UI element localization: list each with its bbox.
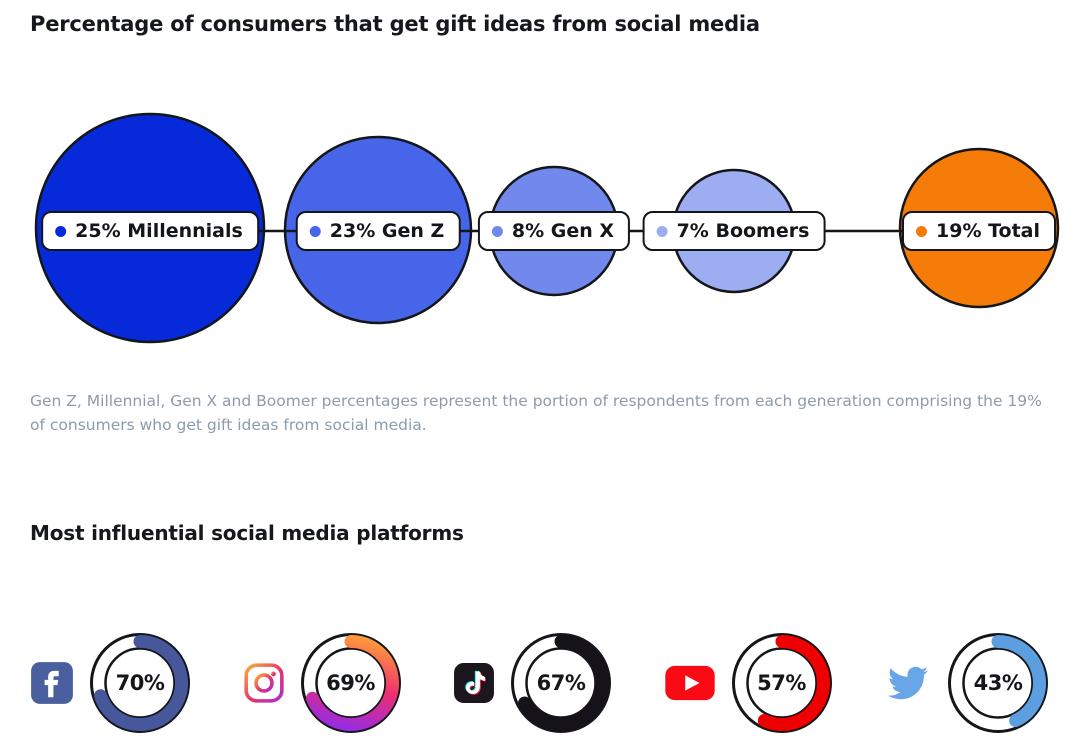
bubble-label-text: 7% Boomers xyxy=(676,220,810,242)
millennials-dot-icon xyxy=(55,225,67,237)
bubble-label-gen-x: 8% Gen X xyxy=(477,211,631,251)
youtube-percent-value: 57% xyxy=(757,671,806,695)
gen-z-dot-icon xyxy=(309,225,321,237)
tiktok-icon xyxy=(453,662,495,704)
gen-x-dot-icon xyxy=(491,225,503,237)
bubble-label-text: 8% Gen X xyxy=(511,220,615,242)
twitter-icon xyxy=(884,663,932,703)
bubble-label-millennials: 25% Millennials xyxy=(41,211,259,251)
platform-youtube: 57% xyxy=(664,631,834,735)
youtube-donut-chart: 57% xyxy=(730,631,834,735)
facebook-icon xyxy=(30,661,74,705)
instagram-icon xyxy=(243,662,285,704)
tiktok-percent-value: 67% xyxy=(536,671,586,695)
youtube-icon xyxy=(664,664,716,702)
platforms-chart-title: Most influential social media platforms xyxy=(30,521,464,545)
platform-twitter: 43% xyxy=(884,631,1050,735)
bubble-label-text: 23% Gen Z xyxy=(329,220,445,242)
bubble-label-boomers: 7% Boomers xyxy=(642,211,826,251)
platform-facebook: 70% xyxy=(30,631,192,735)
bubble-label-gen-z: 23% Gen Z xyxy=(295,211,461,251)
twitter-percent-value: 43% xyxy=(973,671,1023,695)
tiktok-donut-chart: 67% xyxy=(509,631,613,735)
bubble-label-text: 19% Total xyxy=(936,220,1040,242)
instagram-percent-value: 69% xyxy=(326,671,375,695)
total-dot-icon xyxy=(916,225,927,237)
boomers-dot-icon xyxy=(656,225,668,237)
facebook-donut-chart: 70% xyxy=(88,631,192,735)
gift-ideas-chart-title: Percentage of consumers that get gift id… xyxy=(30,12,760,36)
platform-tiktok: 67% xyxy=(453,631,613,735)
platform-instagram: 69% xyxy=(243,631,403,735)
bubble-chart-svg xyxy=(34,112,1060,344)
platforms-donut-row: 70% xyxy=(30,628,1050,738)
facebook-percent-value: 70% xyxy=(115,671,165,695)
bubble-label-total: 19% Total xyxy=(902,211,1056,251)
bubble-label-text: 25% Millennials xyxy=(75,220,243,242)
instagram-donut-chart: 69% xyxy=(299,631,403,735)
twitter-donut-chart: 43% xyxy=(946,631,1050,735)
bubble-chart-footnote: Gen Z, Millennial, Gen X and Boomer perc… xyxy=(30,392,1042,435)
